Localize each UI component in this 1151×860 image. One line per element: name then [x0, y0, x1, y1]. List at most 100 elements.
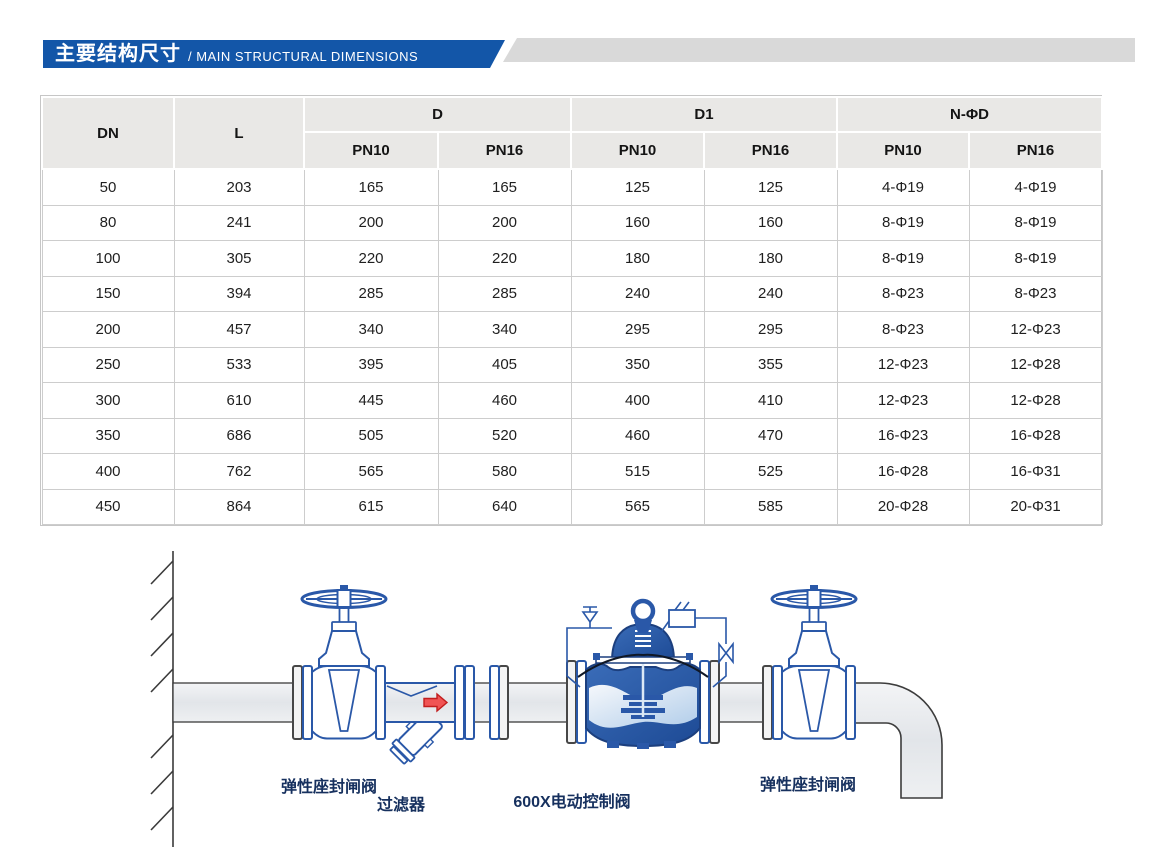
table-row: 350 686 505 520 460 470 16-Φ23 16-Φ28: [41, 417, 1103, 454]
dimensions-table: DN L D D1 N-ΦD PN10 PN16 PN10 PN16 PN10 …: [40, 95, 1104, 526]
gate-valve-right: [770, 583, 858, 741]
sub-header-d-pn16: PN16: [437, 131, 572, 170]
table-cell: 20-Φ31: [968, 488, 1103, 525]
col-header-d: D: [303, 96, 572, 133]
table-cell: 4-Φ19: [968, 168, 1103, 206]
table-cell: 285: [303, 275, 439, 312]
col-header-nphid: N-ΦD: [835, 96, 1104, 133]
table-cell: 405: [437, 346, 572, 383]
table-cell: 8-Φ23: [836, 311, 970, 348]
label-gate-valve-right: 弹性座封闸阀: [760, 775, 856, 794]
col-header-l: L: [173, 96, 305, 170]
installation-diagram: 弹性座封闸阀 过滤器 600X电动控制阀 弹性座封闸阀: [150, 551, 943, 847]
table-cell: 180: [703, 240, 838, 277]
table-row: 100 305 220 220 180 180 8-Φ19 8-Φ19: [41, 240, 1103, 277]
banner-gray-bar: [503, 38, 1135, 62]
table-cell: 565: [570, 488, 705, 525]
table-cell: 533: [173, 346, 305, 383]
table-cell: 200: [41, 311, 175, 348]
banner-title-zh: 主要结构尺寸: [55, 43, 181, 65]
table-cell: 165: [437, 168, 572, 206]
table-cell: 340: [303, 311, 439, 348]
table-cell: 520: [437, 417, 572, 454]
table-cell: 125: [570, 168, 705, 206]
table-cell: 16-Φ23: [836, 417, 970, 454]
table-cell: 12-Φ28: [968, 382, 1103, 419]
pipe-elbow: [854, 682, 943, 799]
table-cell: 285: [437, 275, 572, 312]
table-row: 300 610 445 460 400 410 12-Φ23 12-Φ28: [41, 382, 1103, 419]
table-cell: 295: [703, 311, 838, 348]
table-cell: 580: [437, 453, 572, 490]
table-cell: 8-Φ23: [968, 275, 1103, 312]
table-cell: 220: [437, 240, 572, 277]
table-cell: 12-Φ23: [968, 311, 1103, 348]
table-cell: 16-Φ28: [836, 453, 970, 490]
pipe: [172, 682, 765, 723]
table-cell: 355: [703, 346, 838, 383]
table-cell: 450: [41, 488, 175, 525]
table-cell: 300: [41, 382, 175, 419]
table-cell: 12-Φ28: [968, 346, 1103, 383]
table-cell: 295: [570, 311, 705, 348]
table-cell: 640: [437, 488, 572, 525]
table-cell: 864: [173, 488, 305, 525]
table-cell: 241: [173, 204, 305, 241]
table-cell: 762: [173, 453, 305, 490]
table-cell: 240: [703, 275, 838, 312]
table-cell: 4-Φ19: [836, 168, 970, 206]
table-cell: 8-Φ19: [836, 204, 970, 241]
table-cell: 340: [437, 311, 572, 348]
table-cell: 460: [437, 382, 572, 419]
col-header-d1: D1: [570, 96, 838, 133]
table-cell: 350: [41, 417, 175, 454]
table-cell: 150: [41, 275, 175, 312]
table-cell: 585: [703, 488, 838, 525]
table-cell: 505: [303, 417, 439, 454]
table-row: 450 864 615 640 565 585 20-Φ28 20-Φ31: [41, 488, 1103, 525]
table-cell: 125: [703, 168, 838, 206]
flow-arrow-icon: [423, 692, 449, 713]
table-cell: 20-Φ28: [836, 488, 970, 525]
table-cell: 203: [173, 168, 305, 206]
table-row: 80 241 200 200 160 160 8-Φ19 8-Φ19: [41, 204, 1103, 241]
table-cell: 16-Φ31: [968, 453, 1103, 490]
lifting-eye-icon: [630, 598, 656, 624]
wall: [150, 551, 174, 847]
table-cell: 395: [303, 346, 439, 383]
table-cell: 686: [173, 417, 305, 454]
sub-header-n-pn10: PN10: [836, 131, 970, 170]
gate-valve-left: [300, 583, 388, 741]
table-row: 250 533 395 405 350 355 12-Φ23 12-Φ28: [41, 346, 1103, 383]
table-cell: 200: [303, 204, 439, 241]
table-cell: 8-Φ23: [836, 275, 970, 312]
table-body: 50 203 165 165 125 125 4-Φ19 4-Φ19 80 241 200 200 16…: [41, 168, 1103, 525]
table-cell: 350: [570, 346, 705, 383]
label-strainer: 过滤器: [377, 795, 426, 814]
table-cell: 8-Φ19: [968, 240, 1103, 277]
table-cell: 445: [303, 382, 439, 419]
sub-header-d1-pn10: PN10: [570, 131, 705, 170]
table-cell: 200: [437, 204, 572, 241]
table-cell: 410: [703, 382, 838, 419]
table-cell: 615: [303, 488, 439, 525]
table-cell: 8-Φ19: [968, 204, 1103, 241]
table-cell: 515: [570, 453, 705, 490]
table-cell: 305: [173, 240, 305, 277]
table-cell: 525: [703, 453, 838, 490]
strainer: [384, 682, 456, 765]
table-cell: 165: [303, 168, 439, 206]
table-cell: 457: [173, 311, 305, 348]
sub-header-d1-pn16: PN16: [703, 131, 838, 170]
control-valve: [577, 598, 709, 749]
table-cell: 16-Φ28: [968, 417, 1103, 454]
table-row: 150 394 285 285 240 240 8-Φ23 8-Φ23: [41, 275, 1103, 312]
valve-flanges: [454, 660, 710, 744]
sub-header-d-pn10: PN10: [303, 131, 439, 170]
table-cell: 160: [703, 204, 838, 241]
sub-header-n-pn16: PN16: [967, 131, 1104, 170]
table-cell: 80: [41, 204, 175, 241]
table-cell: 220: [303, 240, 439, 277]
table-cell: 12-Φ23: [836, 382, 970, 419]
